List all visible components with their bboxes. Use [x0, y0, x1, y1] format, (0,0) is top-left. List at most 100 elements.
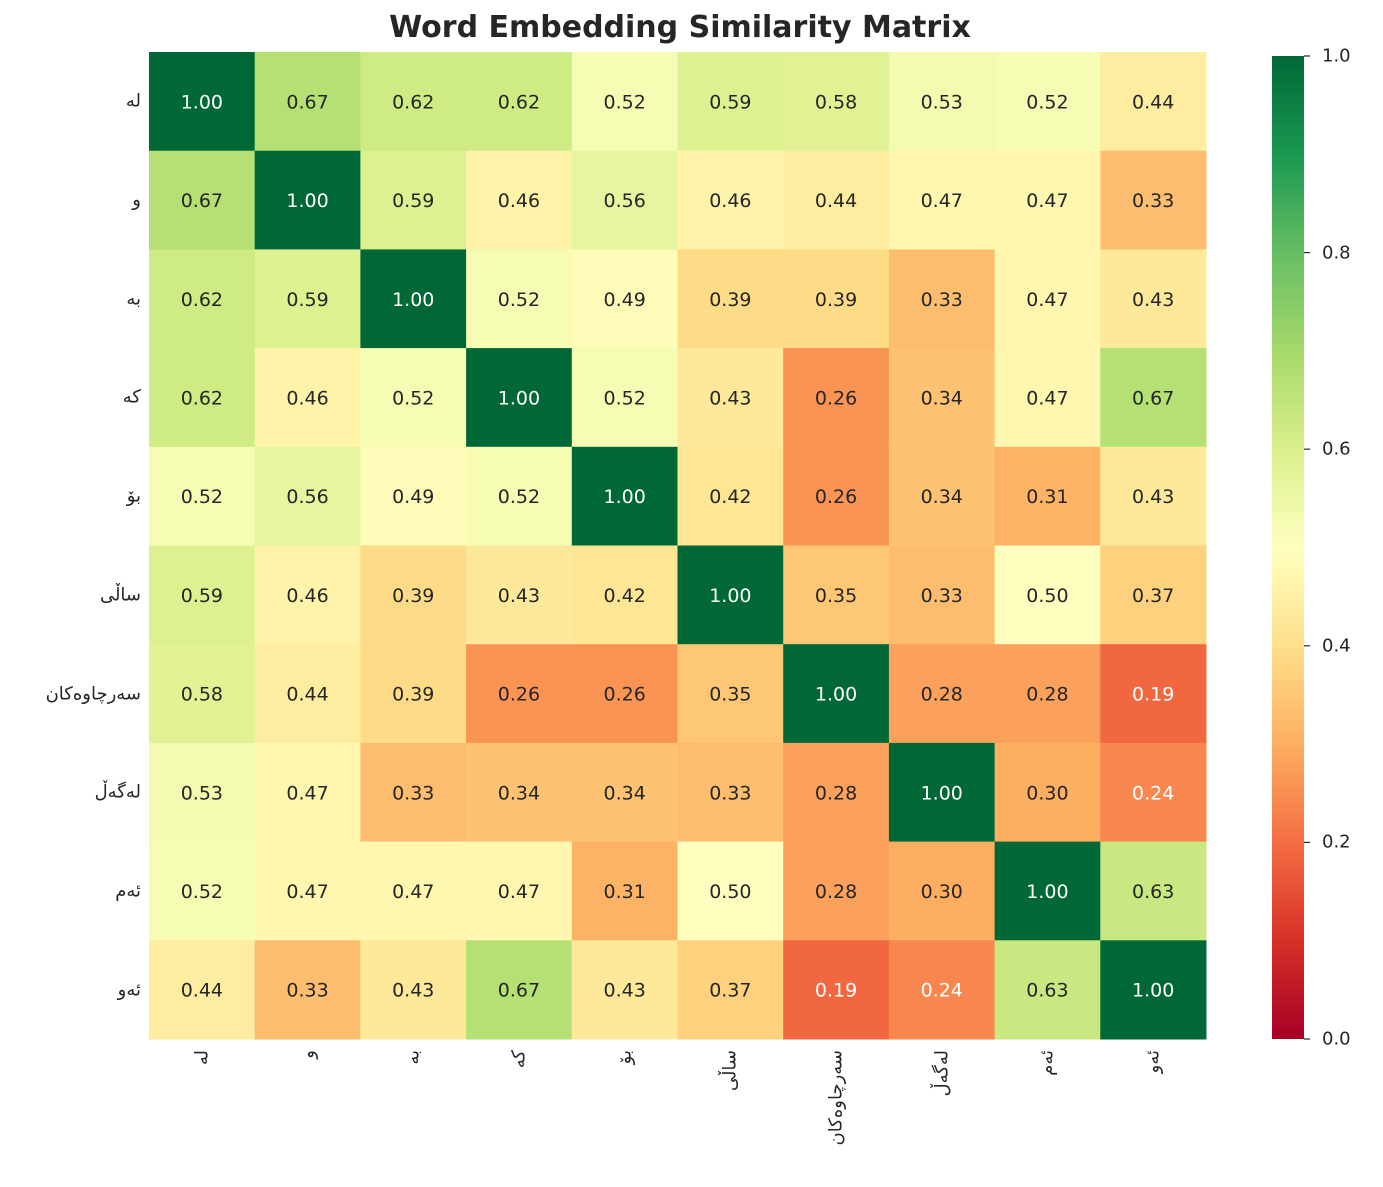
cell-value-label: 0.39: [709, 289, 751, 311]
heatmap-cell: [149, 150, 256, 250]
cell-value-label: 0.28: [815, 782, 857, 804]
cell-value-label: 1.00: [286, 190, 328, 212]
heatmap-cell: [1100, 52, 1207, 152]
cell-value-label: 0.46: [286, 387, 328, 409]
heatmap-cell: [783, 841, 890, 941]
heatmap-cell: [888, 940, 996, 1040]
heatmap-cell: [360, 841, 467, 941]
cell-value-label: 0.56: [603, 190, 645, 212]
heatmap-cell: [149, 249, 256, 349]
heatmap-cell: [254, 644, 361, 744]
heatmap-cell: [254, 545, 361, 645]
cell-value-label: 0.43: [498, 585, 540, 607]
cell-value-label: 0.43: [392, 980, 434, 1002]
cell-value-label: 0.24: [921, 980, 963, 1002]
heatmap-cell: [677, 644, 784, 744]
heatmap-cell: [1100, 644, 1207, 744]
cell-value-label: 0.62: [498, 91, 540, 113]
cell-value-label: 0.46: [709, 190, 751, 212]
cell-value-label: 0.34: [921, 387, 963, 409]
cell-value-label: 0.47: [286, 881, 328, 903]
y-tick-label: ساڵی: [99, 584, 141, 606]
cell-value-label: 0.62: [392, 91, 434, 113]
heatmap-cell: [994, 348, 1101, 448]
heatmap-cell: [149, 348, 256, 448]
cell-value-label: 0.33: [392, 782, 434, 804]
heatmap-cell: [360, 52, 467, 152]
heatmap-cell: [994, 446, 1101, 546]
heatmap-cell: [571, 742, 678, 843]
heatmap-cell: [149, 545, 256, 645]
heatmap-cell: [888, 841, 996, 941]
heatmap-cell: [888, 644, 996, 744]
cell-value-label: 0.26: [815, 387, 857, 409]
cell-value-label: 0.37: [709, 980, 751, 1002]
cell-value-label: 1.00: [498, 387, 540, 409]
heatmap-cell: [1100, 545, 1207, 645]
cell-value-label: 1.00: [1026, 881, 1068, 903]
cell-value-label: 0.28: [921, 684, 963, 706]
heatmap-cell: [360, 742, 467, 843]
heatmap-cell: [1100, 742, 1207, 843]
x-tick-label: بە: [402, 1050, 424, 1065]
heatmap-cell: [1100, 446, 1207, 546]
heatmap-cell: [571, 940, 678, 1040]
heatmap-cell: [254, 841, 361, 941]
colorbar-tick-label: 0.0: [1322, 1028, 1351, 1050]
cell-value-label: 0.30: [1026, 782, 1068, 804]
heatmap-cell: [466, 150, 573, 250]
cell-value-label: 0.43: [1132, 486, 1174, 508]
heatmap-cell: [677, 545, 784, 645]
heatmap-cell: [149, 841, 256, 941]
heatmap-cell: [994, 249, 1101, 349]
cell-value-label: 0.44: [181, 980, 223, 1002]
cell-value-label: 0.26: [498, 684, 540, 706]
heatmap-cell: [571, 150, 678, 250]
heatmap-cell: [149, 940, 256, 1040]
cell-value-label: 0.26: [603, 684, 645, 706]
cell-value-label: 0.67: [286, 91, 328, 113]
cell-value-label: 1.00: [709, 585, 751, 607]
cell-value-label: 0.59: [181, 585, 223, 607]
cell-value-label: 0.52: [392, 387, 434, 409]
heatmap-cell: [466, 644, 573, 744]
cell-value-label: 0.34: [498, 782, 540, 804]
cell-value-label: 0.46: [286, 585, 328, 607]
heatmap-cell: [254, 742, 361, 843]
heatmap-cell: [677, 742, 784, 843]
heatmap-cell: [888, 446, 996, 546]
heatmap-cell: [1100, 249, 1207, 349]
heatmap-cell: [994, 940, 1101, 1040]
heatmap-cell: [149, 644, 256, 744]
cell-value-label: 0.28: [1026, 684, 1068, 706]
heatmap-cell: [149, 446, 256, 546]
colorbar-tick-label: 0.4: [1322, 635, 1351, 657]
heatmap-cell: [360, 249, 467, 349]
heatmap-cell: [783, 545, 890, 645]
y-tick-label: ئەو: [117, 979, 141, 1001]
heatmap-cell: [360, 545, 467, 645]
cell-value-label: 0.49: [392, 486, 434, 508]
cell-value-label: 0.53: [181, 782, 223, 804]
cell-value-label: 0.59: [392, 190, 434, 212]
heatmap-cell: [360, 446, 467, 546]
heatmap-cell: [677, 446, 784, 546]
y-tick-label: ئەم: [115, 880, 141, 902]
cell-value-label: 0.49: [603, 289, 645, 311]
heatmap-cell: [466, 742, 573, 843]
heatmap-cell: [1100, 841, 1207, 941]
colorbar-tick-label: 0.2: [1322, 831, 1351, 853]
cell-value-label: 0.33: [709, 782, 751, 804]
cell-value-label: 1.00: [921, 782, 963, 804]
heatmap-cell: [466, 52, 573, 152]
heatmap-cell: [888, 249, 996, 349]
colorbar-tick-label: 1.0: [1322, 45, 1351, 67]
heatmap-cell: [994, 644, 1101, 744]
heatmap-cell: [888, 348, 996, 448]
cell-value-label: 0.58: [181, 684, 223, 706]
cell-value-label: 0.52: [181, 486, 223, 508]
cell-value-label: 0.44: [815, 190, 857, 212]
x-tick-label: ئەو: [1142, 1050, 1164, 1074]
heatmap-cell: [466, 841, 573, 941]
cell-value-label: 0.50: [709, 881, 751, 903]
